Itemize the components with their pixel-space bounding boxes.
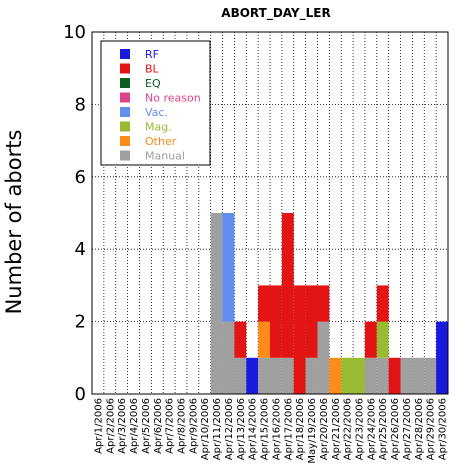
x-tick-label: Apr/12/2006 [224, 398, 235, 460]
y-tick-label: 4 [75, 239, 86, 260]
bar-segment-manual [234, 357, 247, 394]
y-tick-label: 6 [75, 167, 86, 188]
x-tick-label: Apr/11/2006 [212, 398, 223, 460]
legend-box [100, 40, 211, 166]
legend-label-mag-: Mag. [145, 121, 172, 134]
x-tick-label: Apr/6/2006 [153, 398, 164, 454]
legend-label-other: Other [145, 135, 177, 148]
x-tick-label: Apr/8/2006 [177, 398, 188, 454]
x-tick-label: Apr/1/2006 [93, 398, 104, 454]
x-tick-label: Apr/27/2006 [402, 398, 413, 460]
bar-segment-bl [388, 357, 401, 394]
legend-label-eq: EQ [145, 77, 161, 90]
legend-swatch-vac- [120, 107, 130, 117]
bars [210, 213, 448, 394]
y-axis-label: Number of aborts [2, 130, 26, 315]
bar-segment-rf [246, 357, 259, 394]
bar-segment-bl [317, 285, 330, 322]
bar-segment-bl [258, 285, 270, 322]
bar-segment-bl [376, 285, 389, 322]
y-tick-label: 10 [63, 22, 86, 43]
x-tick-label: Apr/18/2006 [295, 398, 306, 460]
bar-segment-mag- [376, 321, 389, 358]
chart-title: ABORT_DAY_LER [221, 6, 330, 21]
legend-swatch-manual [120, 150, 130, 161]
bar-segment-manual [258, 357, 270, 394]
legend-label-no-reason: No reason [145, 92, 201, 105]
x-tick-label: Apr/16/2006 [271, 398, 282, 460]
legend-label-manual: Manual [145, 150, 185, 163]
x-tick-label: Apr/21/2006 [331, 398, 342, 460]
bar-segment-mag- [341, 357, 354, 394]
bar-segment-manual [281, 357, 294, 394]
x-tick-label: Apr/28/2006 [414, 398, 425, 460]
y-tick-label: 8 [75, 94, 86, 115]
bar-segment-bl [305, 285, 318, 358]
legend-swatch-rf [120, 49, 130, 59]
bar-segment-bl [293, 285, 306, 394]
bar-segment-manual [412, 357, 425, 394]
x-tick-label: Apr/23/2006 [355, 398, 366, 460]
x-tick-label: Apr/25/2006 [378, 398, 389, 460]
x-tick-label: Apr/29/2006 [426, 398, 437, 460]
x-tick-label: Apr/24/2006 [366, 398, 377, 460]
bar-segment-vac- [222, 213, 235, 322]
x-tick-label: Apr/13/2006 [236, 398, 247, 460]
x-tick-label: Apr/22/2006 [343, 398, 354, 460]
bar-segment-manual [376, 357, 389, 394]
x-tick-label: May/19/2006 [307, 398, 318, 464]
legend-label-vac-: Vac. [145, 106, 168, 119]
x-tick-labels: Apr/1/2006 Apr/2/2006 Apr/3/2006 Apr/4/2006… [93, 398, 448, 464]
legend-swatch-eq [120, 78, 130, 88]
x-tick-label: Apr/9/2006 [188, 398, 199, 454]
bar-segment-bl [364, 321, 377, 358]
bar-segment-manual [424, 357, 437, 394]
x-tick-label: Apr/5/2006 [141, 398, 152, 454]
x-tick-label: Apr/7/2006 [165, 398, 176, 454]
plot-frame [91, 31, 449, 395]
x-tick-label: Apr/2/2006 [105, 398, 116, 454]
x-tick-label: Apr/30/2006 [438, 398, 449, 460]
legend-swatch-other [120, 136, 130, 146]
bar-segment-manual [400, 357, 413, 394]
x-tick-label: Apr/4/2006 [129, 398, 140, 454]
x-tick-label: Apr/26/2006 [390, 398, 401, 460]
bar-segment-manual [364, 357, 377, 394]
bar-segment-manual [305, 357, 318, 394]
legend-swatch-bl [120, 63, 130, 74]
x-tick-label: Apr/17/2006 [283, 398, 294, 460]
bar-segment-manual [210, 213, 223, 394]
legend-swatch-no-reason [120, 92, 130, 103]
x-tick-label: Apr/3/2006 [117, 398, 128, 454]
bar-segment-other [329, 357, 342, 394]
bar-segment-bl [281, 213, 294, 358]
bar-segment-manual [222, 321, 235, 394]
bar-segment-other [258, 321, 270, 358]
legend-swatch-mag- [120, 121, 130, 132]
x-tick-label: Apr/10/2006 [200, 398, 211, 460]
y-tick-labels: 0 2 4 6 8 10 [63, 22, 86, 405]
x-tick-label: Apr/20/2006 [319, 398, 330, 460]
legend-label-bl: BL [145, 63, 160, 76]
bar-segment-bl [270, 285, 282, 358]
bar-segment-manual [270, 357, 282, 394]
bar-segment-bl [234, 321, 247, 358]
x-tick-label: Apr/14/2006 [248, 398, 259, 460]
y-tick-label: 0 [75, 384, 86, 405]
legend-label-rf: RF [145, 48, 159, 61]
x-tick-label: Apr/15/2006 [260, 398, 271, 460]
bar-segment-manual [317, 321, 330, 394]
bar-segment-rf [436, 321, 448, 394]
y-tick-label: 2 [75, 312, 86, 333]
bar-segment-mag- [353, 357, 365, 394]
